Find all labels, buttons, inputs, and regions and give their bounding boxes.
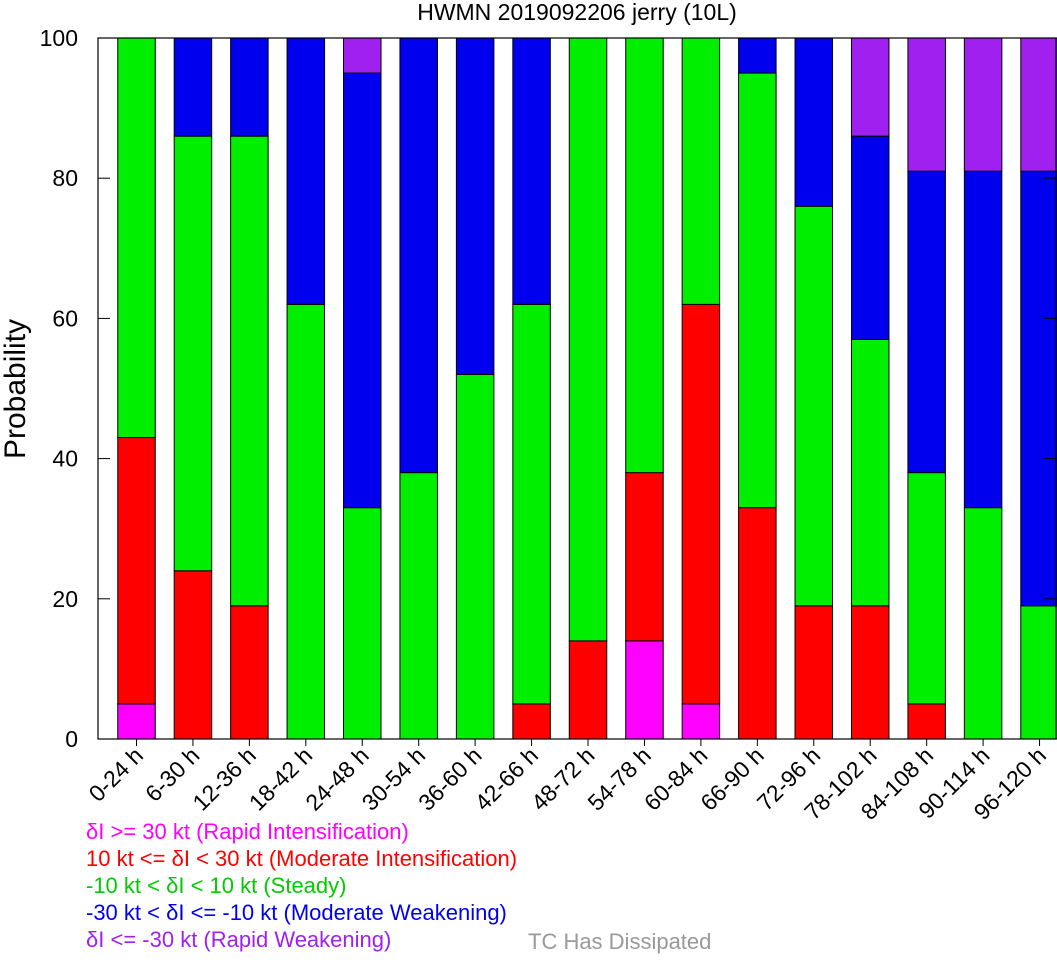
y-tick-label: 100 <box>40 25 78 51</box>
bar-segment <box>625 472 664 642</box>
bar-segment <box>850 135 890 340</box>
x-tick-label: 0-24 h <box>84 742 149 807</box>
bar-segment <box>794 37 834 207</box>
axes-group <box>97 37 1057 740</box>
bar-segment <box>455 373 495 740</box>
bar-segment <box>963 37 1003 172</box>
bar-segment <box>343 37 382 74</box>
chart-title: HWMN 2019092206 jerry (10L) <box>417 0 737 25</box>
bar-segment <box>738 37 777 74</box>
bar-segment <box>117 37 156 439</box>
bar-segment <box>399 472 438 740</box>
bar-segment <box>568 37 608 642</box>
bar-segment <box>850 37 890 137</box>
legend-item-steady: -10 kt < δI < 10 kt (Steady) <box>86 873 347 898</box>
y-ticks-group: 0 20 40 60 80 100 <box>40 25 1056 752</box>
y-tick-label: 80 <box>52 165 78 191</box>
bar-segment <box>907 472 946 705</box>
y-tick-label: 0 <box>65 726 78 752</box>
legend-item-moderate-weakening: -30 kt < δI <= -10 kt (Moderate Weakenin… <box>86 900 507 925</box>
bar-segment <box>850 338 890 607</box>
y-axis-label: Probability <box>0 319 32 459</box>
x-ticks-group: 0-24 h6-30 h12-36 h18-42 h24-48 h30-54 h… <box>84 739 1051 825</box>
y-tick-label: 40 <box>52 446 78 472</box>
bar-segment <box>963 170 1003 509</box>
y-tick-label: 20 <box>52 586 78 612</box>
bar-segment <box>343 507 382 740</box>
bar-segment <box>512 703 551 740</box>
legend-item-dissipated: TC Has Dissipated <box>528 929 712 954</box>
bar-segment <box>455 37 495 375</box>
bar-segment <box>1020 37 1057 172</box>
bar-segment <box>286 37 326 305</box>
legend: δI >= 30 kt (Rapid Intensification) 10 k… <box>86 818 517 953</box>
bar-segment <box>230 135 269 607</box>
bar-segment <box>117 703 156 740</box>
bar-segment <box>681 303 721 705</box>
y-tick-label: 60 <box>52 305 78 331</box>
bar-segment <box>1020 170 1057 607</box>
bar-segment <box>173 135 213 572</box>
bar-segment <box>512 37 551 305</box>
plot-frame <box>97 37 1057 740</box>
bar-segment <box>173 37 213 137</box>
bar-segment <box>738 507 777 740</box>
bar-segment <box>907 703 946 740</box>
bar-segment <box>794 605 834 740</box>
bar-segment <box>512 303 551 705</box>
bar-segment <box>173 570 213 740</box>
bar-segment <box>568 640 608 740</box>
legend-item-rapid-weakening: δI <= -30 kt (Rapid Weakening) <box>86 927 392 952</box>
bar-segment <box>399 37 438 474</box>
bar-segment <box>625 640 664 740</box>
legend-item-rapid-intensification: δI >= 30 kt (Rapid Intensification) <box>86 819 409 844</box>
bars-group <box>117 37 1057 740</box>
bar-segment <box>286 303 326 740</box>
bar-segment <box>230 37 269 137</box>
bar-segment <box>117 437 156 705</box>
bar-segment <box>738 72 777 509</box>
bar-segment <box>625 37 664 474</box>
bar-segment <box>794 205 834 607</box>
bar-segment <box>963 507 1003 740</box>
bar-segment <box>850 605 890 740</box>
bar-segment <box>907 170 946 474</box>
bar-segment <box>230 605 269 740</box>
bar-segment <box>1020 605 1057 740</box>
bar-segment <box>681 703 721 740</box>
bar-segment <box>681 37 721 305</box>
bar-segment <box>343 72 382 509</box>
legend-item-moderate-intensification: 10 kt <= δI < 30 kt (Moderate Intensific… <box>86 846 518 871</box>
bar-segment <box>907 37 946 172</box>
